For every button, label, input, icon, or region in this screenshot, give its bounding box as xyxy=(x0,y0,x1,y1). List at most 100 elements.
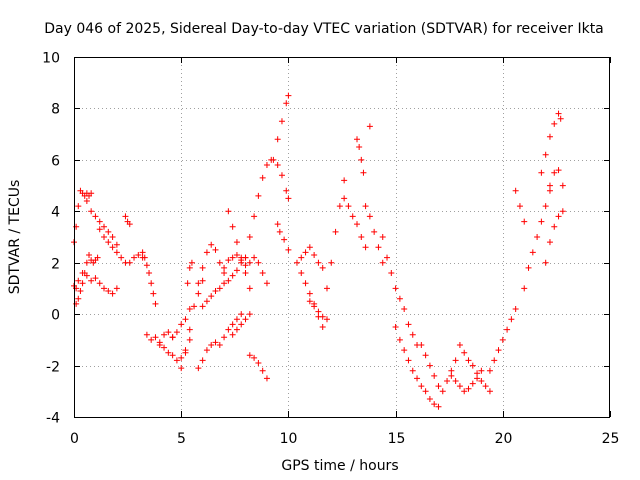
data-point xyxy=(86,252,93,258)
data-point xyxy=(238,321,245,328)
data-point xyxy=(88,277,95,284)
data-point xyxy=(178,354,185,361)
data-point xyxy=(246,311,253,318)
data-point xyxy=(150,290,157,297)
data-point xyxy=(229,321,236,328)
data-point xyxy=(186,326,193,333)
data-point xyxy=(113,285,120,292)
data-point xyxy=(546,182,553,189)
data-point xyxy=(362,244,369,251)
data-point xyxy=(392,285,399,292)
data-point xyxy=(152,300,159,307)
data-point xyxy=(557,115,564,122)
data-point xyxy=(113,241,120,248)
data-point xyxy=(431,401,438,408)
data-point xyxy=(274,136,281,143)
data-point xyxy=(504,326,511,333)
data-point xyxy=(456,342,463,348)
data-point xyxy=(259,367,266,374)
data-point xyxy=(525,264,532,271)
data-point xyxy=(332,228,339,235)
data-point xyxy=(409,331,416,338)
data-point xyxy=(246,259,253,266)
data-point xyxy=(396,295,403,302)
data-point xyxy=(418,342,425,348)
data-point xyxy=(199,264,206,271)
data-point xyxy=(465,357,472,364)
data-point xyxy=(77,288,84,294)
data-point xyxy=(212,288,219,294)
series-track-35 xyxy=(448,367,485,395)
axis-ticks: 0 5 10 15 20 25 -4 -2 0 2 4 6 8 10 xyxy=(42,51,619,448)
data-point xyxy=(396,336,403,343)
data-point xyxy=(182,316,189,323)
data-point xyxy=(341,177,348,184)
series-track-21 xyxy=(270,92,292,163)
series-track-42 xyxy=(546,167,566,189)
data-point xyxy=(109,290,116,297)
data-point xyxy=(274,162,281,168)
series-track-36 xyxy=(456,342,493,395)
data-point xyxy=(96,226,103,233)
data-point xyxy=(203,249,210,256)
x-tick-label: 0 xyxy=(70,431,79,447)
data-point xyxy=(101,223,108,230)
data-point xyxy=(126,259,133,266)
data-point xyxy=(229,331,236,338)
data-point xyxy=(109,234,116,240)
data-point xyxy=(360,169,367,176)
series-track-2 xyxy=(71,270,120,297)
data-point xyxy=(542,259,549,266)
data-point xyxy=(233,267,240,274)
data-point xyxy=(186,264,193,271)
data-point xyxy=(478,367,485,374)
data-point xyxy=(195,290,202,297)
series-track-38 xyxy=(512,187,528,225)
data-point xyxy=(469,380,476,387)
data-point xyxy=(384,254,391,261)
y-tick-label: 6 xyxy=(51,154,60,170)
data-point xyxy=(512,306,519,312)
series-track-37 xyxy=(486,306,519,374)
series-track-17 xyxy=(225,208,253,292)
data-point xyxy=(92,213,99,220)
data-point xyxy=(208,293,215,300)
data-point xyxy=(362,203,369,210)
data-point xyxy=(79,280,86,287)
series-track-10 xyxy=(169,306,193,341)
data-point xyxy=(203,298,210,305)
data-point xyxy=(328,259,335,266)
data-point xyxy=(461,349,468,356)
data-point xyxy=(358,234,365,240)
data-point xyxy=(270,156,277,163)
data-point xyxy=(184,280,191,287)
data-point xyxy=(375,244,382,251)
y-tick-label: 2 xyxy=(51,257,60,273)
series-track-28 xyxy=(341,195,369,251)
data-point xyxy=(426,396,433,402)
data-point xyxy=(208,241,215,248)
data-point xyxy=(478,378,485,384)
series-track-24 xyxy=(293,259,326,330)
data-point xyxy=(221,334,228,341)
data-point xyxy=(336,203,343,210)
data-point xyxy=(148,280,155,287)
data-point xyxy=(495,347,502,354)
series-track-9 xyxy=(156,336,193,364)
series-track-20 xyxy=(246,352,270,382)
data-point xyxy=(559,208,566,215)
data-point xyxy=(306,290,313,297)
data-point xyxy=(349,213,356,220)
data-point xyxy=(546,133,553,140)
data-point xyxy=(278,118,285,125)
series-track-26 xyxy=(306,298,330,323)
data-point xyxy=(233,326,240,333)
data-point xyxy=(263,375,270,382)
data-point xyxy=(405,321,412,328)
data-point xyxy=(371,228,378,235)
data-points xyxy=(71,92,566,410)
data-point xyxy=(229,254,236,261)
series-track-7 xyxy=(139,249,159,307)
data-point xyxy=(161,331,168,338)
y-axis-label: SDTVAR / TECUs xyxy=(7,180,23,295)
